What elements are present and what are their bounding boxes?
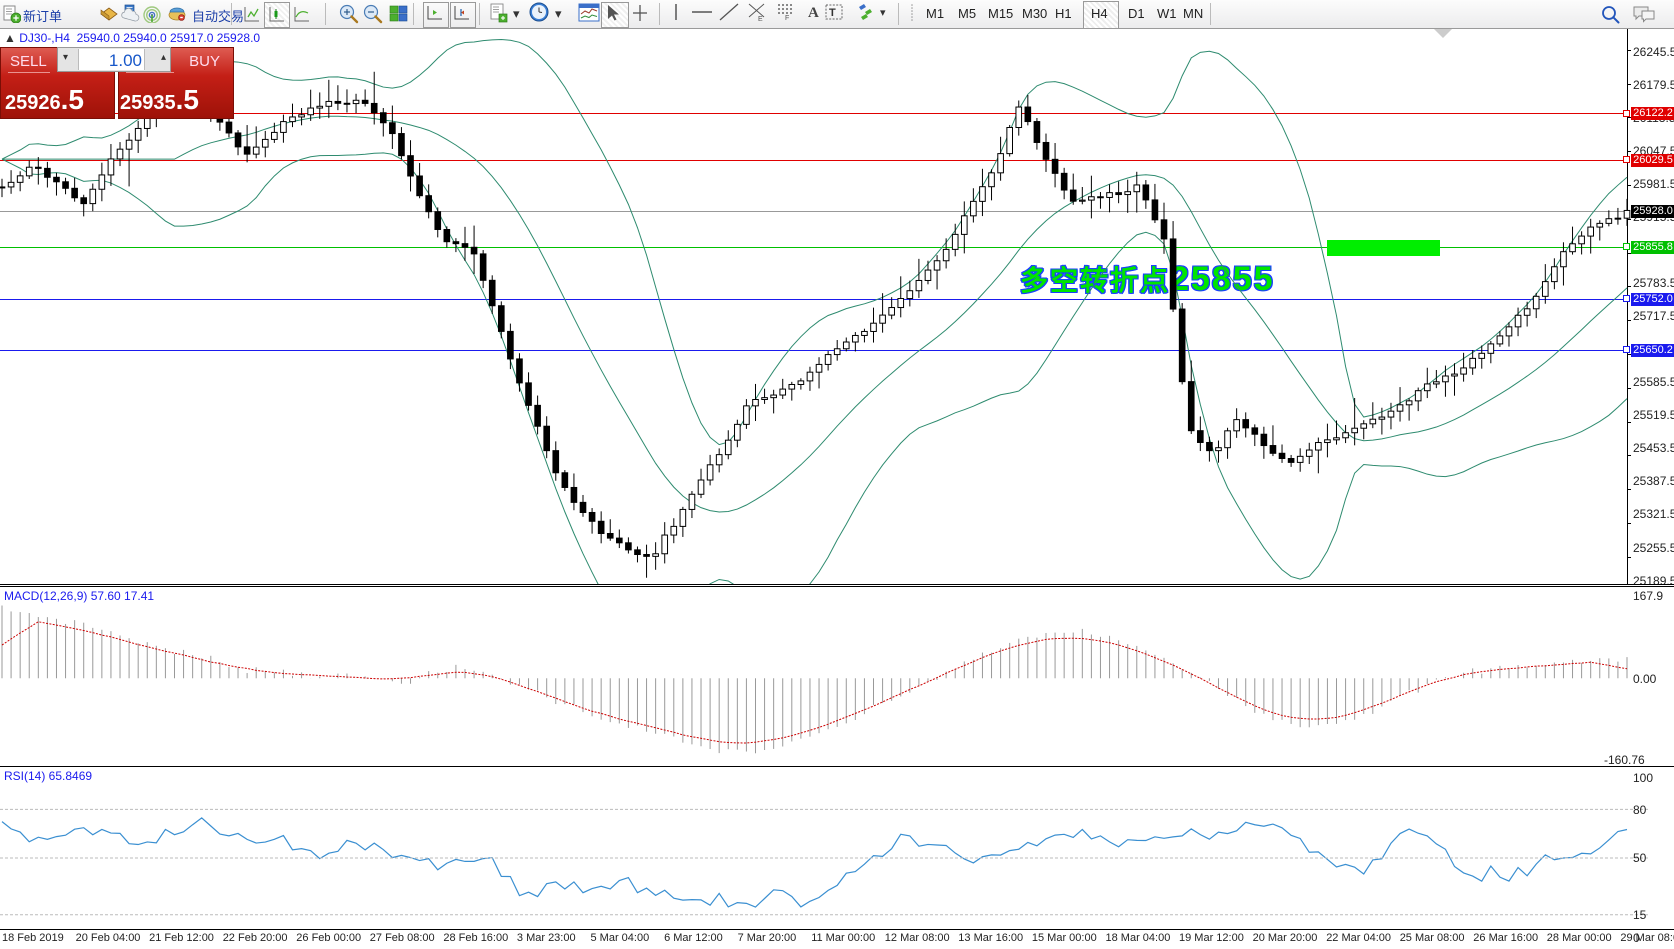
- svg-text:F: F: [785, 15, 789, 21]
- svg-text:T: T: [829, 7, 836, 19]
- svg-text:E: E: [758, 16, 763, 22]
